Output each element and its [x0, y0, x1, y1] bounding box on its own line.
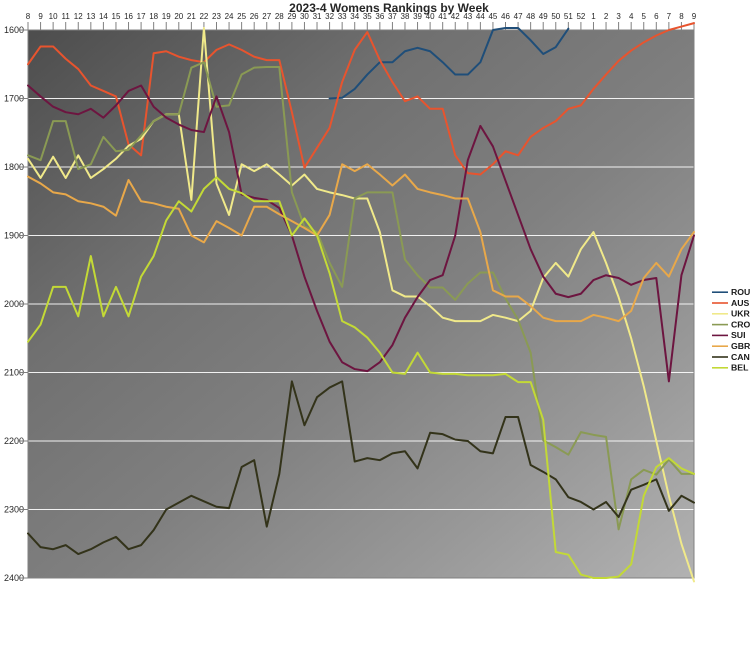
- svg-text:8: 8: [679, 12, 684, 21]
- svg-text:27: 27: [262, 12, 271, 21]
- svg-text:47: 47: [514, 12, 523, 21]
- svg-text:GBR: GBR: [731, 341, 751, 351]
- svg-text:22: 22: [199, 12, 208, 21]
- svg-text:20: 20: [174, 12, 183, 21]
- svg-text:11: 11: [62, 12, 71, 21]
- svg-text:BEL: BEL: [731, 363, 749, 373]
- svg-text:17: 17: [137, 12, 146, 21]
- svg-text:50: 50: [551, 12, 560, 21]
- svg-text:ROU: ROU: [731, 287, 750, 297]
- svg-text:16: 16: [124, 12, 133, 21]
- svg-text:24: 24: [225, 12, 234, 21]
- svg-text:5: 5: [642, 12, 647, 21]
- svg-text:6: 6: [654, 12, 659, 21]
- svg-text:23: 23: [212, 12, 221, 21]
- svg-text:2: 2: [604, 12, 609, 21]
- svg-text:26: 26: [250, 12, 259, 21]
- svg-text:AUS: AUS: [731, 298, 750, 308]
- svg-text:51: 51: [564, 12, 573, 21]
- svg-text:28: 28: [275, 12, 284, 21]
- svg-text:CRO: CRO: [731, 319, 751, 329]
- svg-text:14: 14: [99, 12, 108, 21]
- svg-text:7: 7: [667, 12, 672, 21]
- svg-text:UKR: UKR: [731, 309, 751, 319]
- svg-text:12: 12: [74, 12, 83, 21]
- svg-text:3: 3: [616, 12, 621, 21]
- svg-text:18: 18: [149, 12, 158, 21]
- svg-text:19: 19: [162, 12, 171, 21]
- svg-text:15: 15: [112, 12, 121, 21]
- svg-text:1: 1: [591, 12, 596, 21]
- svg-text:48: 48: [526, 12, 535, 21]
- svg-text:25: 25: [237, 12, 246, 21]
- svg-text:46: 46: [501, 12, 510, 21]
- svg-text:9: 9: [692, 12, 697, 21]
- svg-text:4: 4: [629, 12, 634, 21]
- svg-text:9: 9: [38, 12, 43, 21]
- svg-text:13: 13: [86, 12, 95, 21]
- svg-text:10: 10: [49, 12, 58, 21]
- svg-text:52: 52: [576, 12, 585, 21]
- svg-text:49: 49: [539, 12, 548, 21]
- svg-text:SUI: SUI: [731, 330, 745, 340]
- svg-text:45: 45: [488, 12, 497, 21]
- svg-text:21: 21: [187, 12, 196, 21]
- svg-text:CAN: CAN: [731, 352, 750, 362]
- svg-text:8: 8: [26, 12, 31, 21]
